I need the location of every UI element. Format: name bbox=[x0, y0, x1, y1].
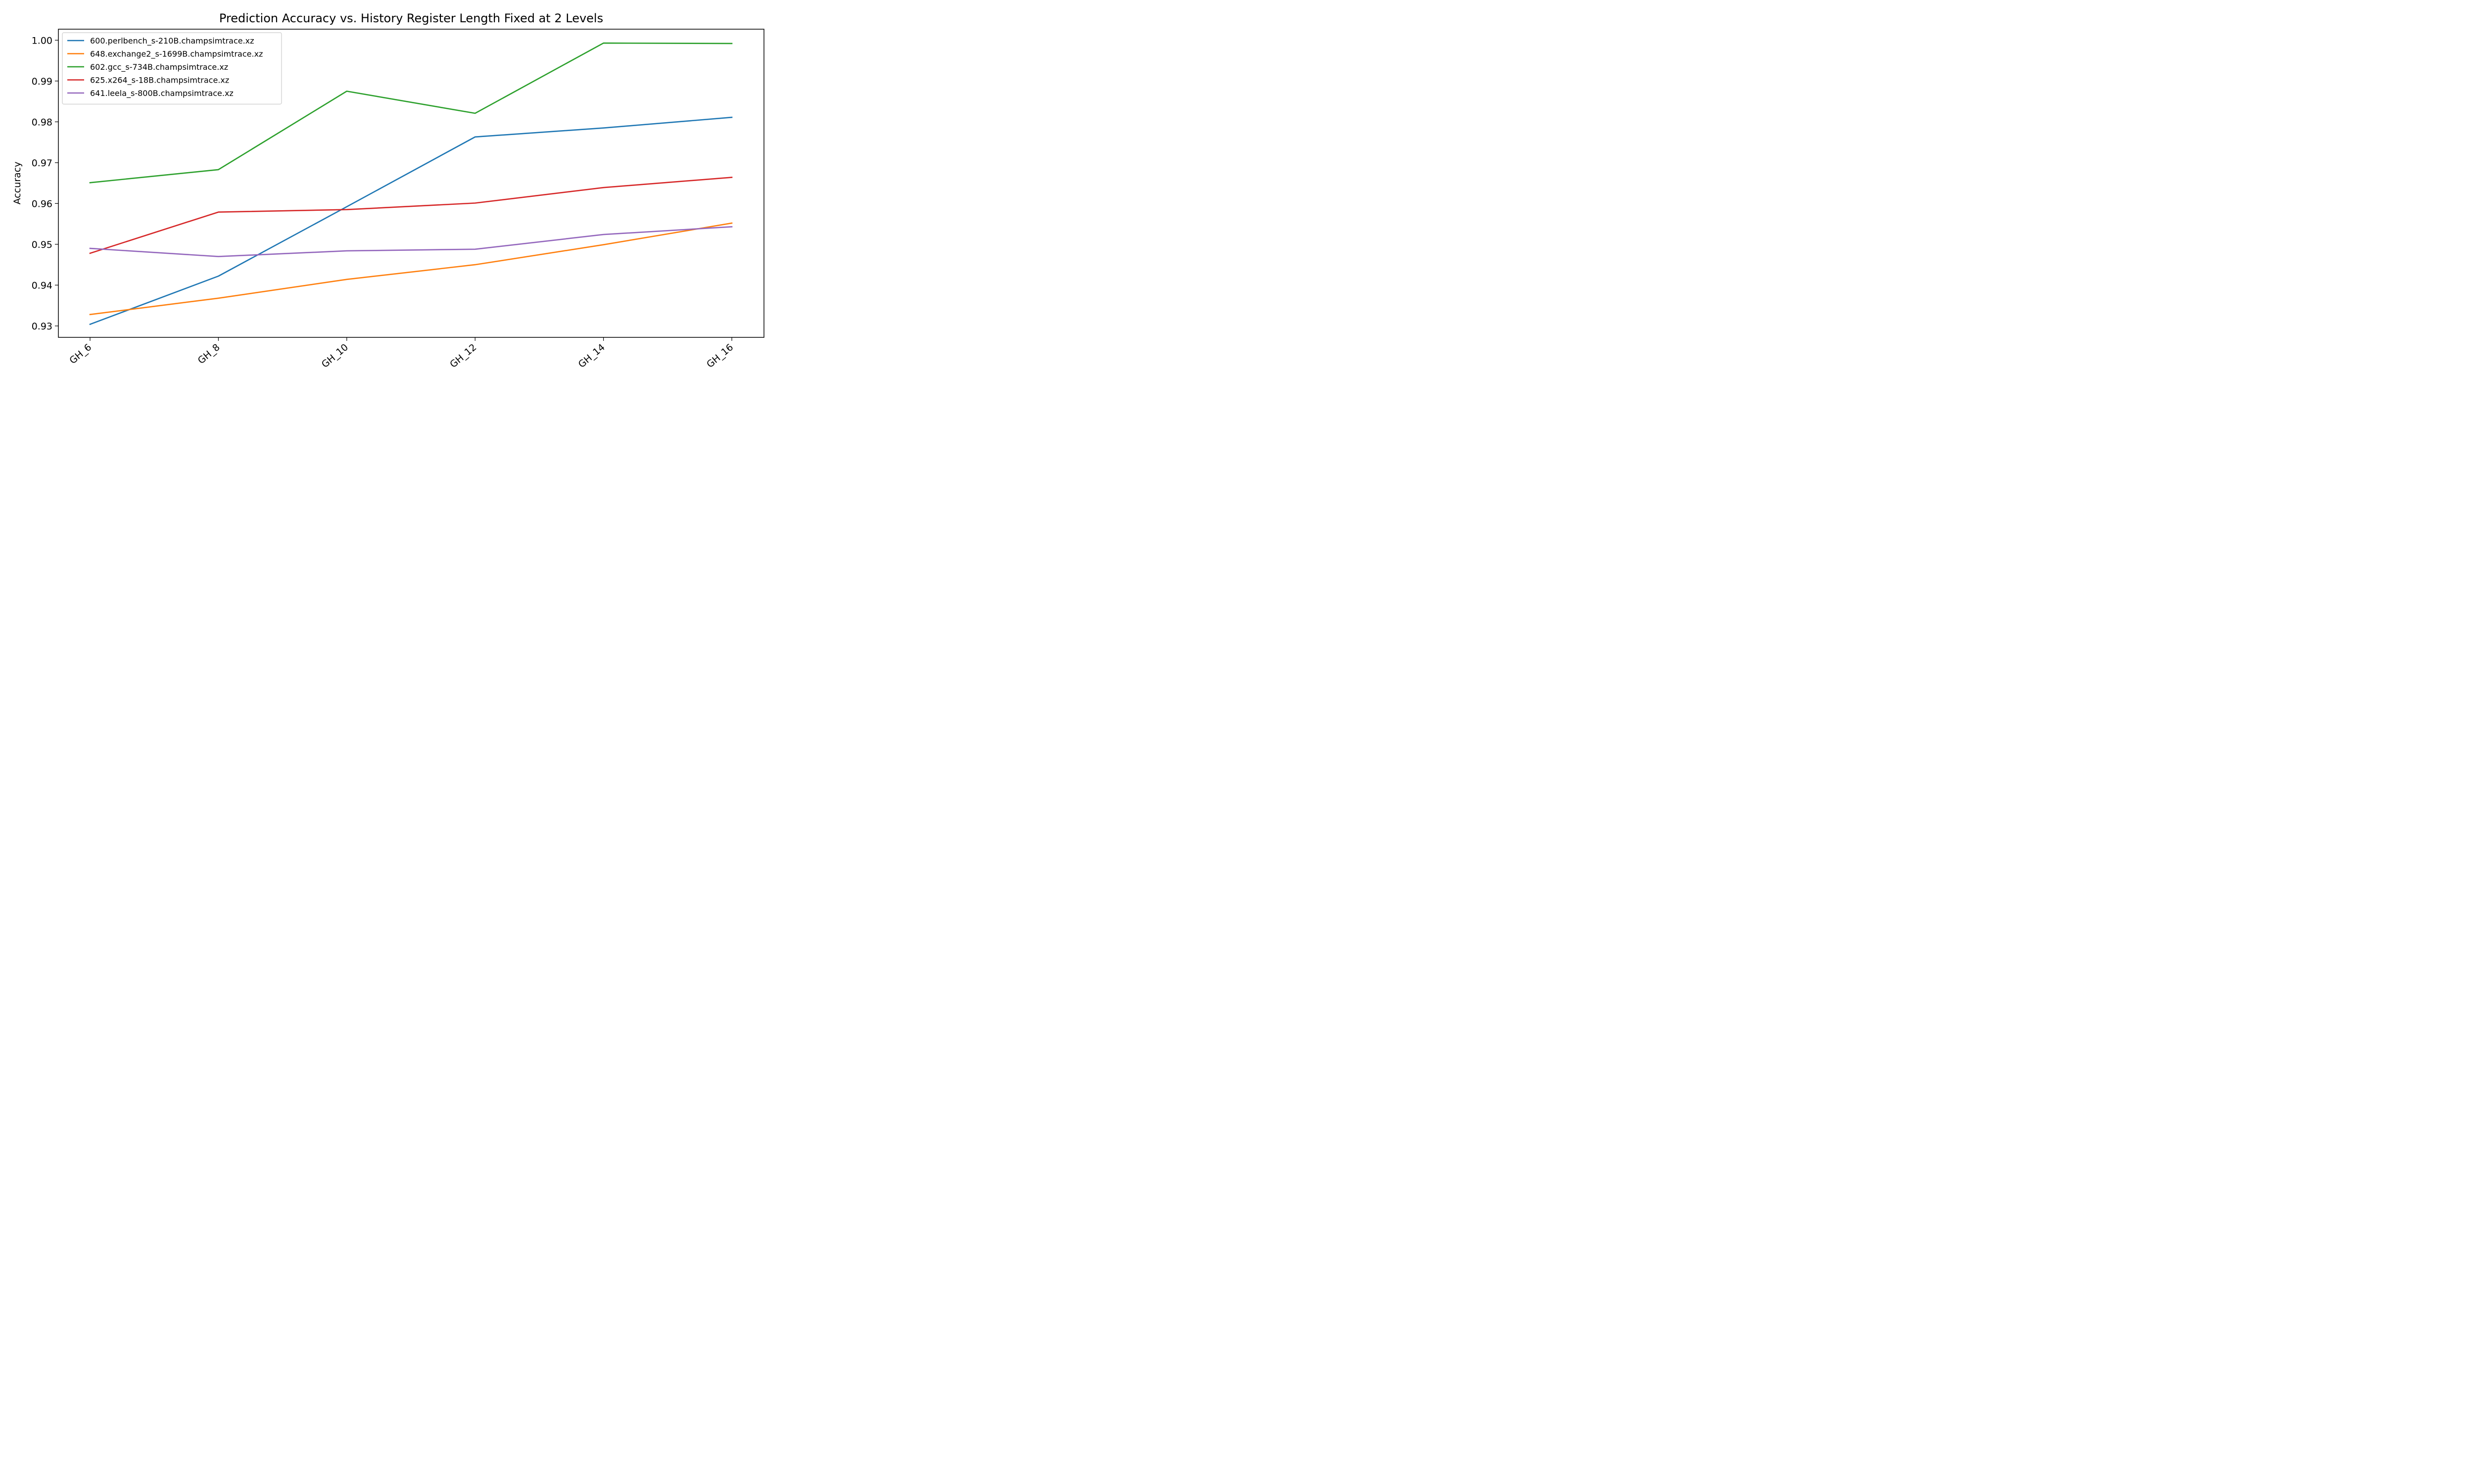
legend-label: 641.leela_s-800B.champsimtrace.xz bbox=[90, 89, 234, 98]
legend-label: 600.perlbench_s-210B.champsimtrace.xz bbox=[90, 36, 254, 46]
series-layer bbox=[89, 42, 733, 325]
y-tick-label: 0.93 bbox=[32, 321, 52, 332]
series-line-2 bbox=[89, 222, 733, 316]
legend-label: 625.x264_s-18B.champsimtrace.xz bbox=[90, 76, 229, 86]
y-tick-label: 0.95 bbox=[32, 239, 52, 250]
y-tick-label: 0.99 bbox=[32, 76, 52, 87]
legend-label: 602.gcc_s-734B.champsimtrace.xz bbox=[90, 62, 228, 72]
legend: 600.perlbench_s-210B.champsimtrace.xz 648… bbox=[62, 32, 282, 105]
x-tick-label: GH_14 bbox=[576, 342, 607, 370]
x-tick-label: GH_10 bbox=[320, 342, 350, 370]
y-tick-label: 0.98 bbox=[32, 117, 52, 128]
series-line-4 bbox=[89, 177, 733, 254]
series-line-1 bbox=[89, 116, 733, 325]
legend-box bbox=[62, 32, 282, 105]
x-tick-label: GH_8 bbox=[196, 342, 222, 366]
y-tick-label: 0.94 bbox=[32, 280, 52, 291]
series-line-3 bbox=[89, 42, 733, 184]
x-tick-label: GH_16 bbox=[705, 342, 735, 370]
y-tick-label: 1.00 bbox=[32, 35, 52, 46]
line-chart: Prediction Accuracy vs. History Register… bbox=[12, 11, 764, 370]
y-tick-label: 0.97 bbox=[32, 158, 52, 169]
y-tick-label: 0.96 bbox=[32, 198, 52, 209]
plot-frame bbox=[58, 29, 764, 338]
x-tick-label: GH_6 bbox=[67, 342, 94, 366]
chart-title: Prediction Accuracy vs. History Register… bbox=[219, 11, 603, 25]
legend-label: 648.exchange2_s-1699B.champsimtrace.xz bbox=[90, 49, 263, 59]
y-axis-label: Accuracy bbox=[12, 162, 23, 205]
series-line-5 bbox=[89, 226, 733, 257]
x-tick-label: GH_12 bbox=[448, 342, 478, 370]
